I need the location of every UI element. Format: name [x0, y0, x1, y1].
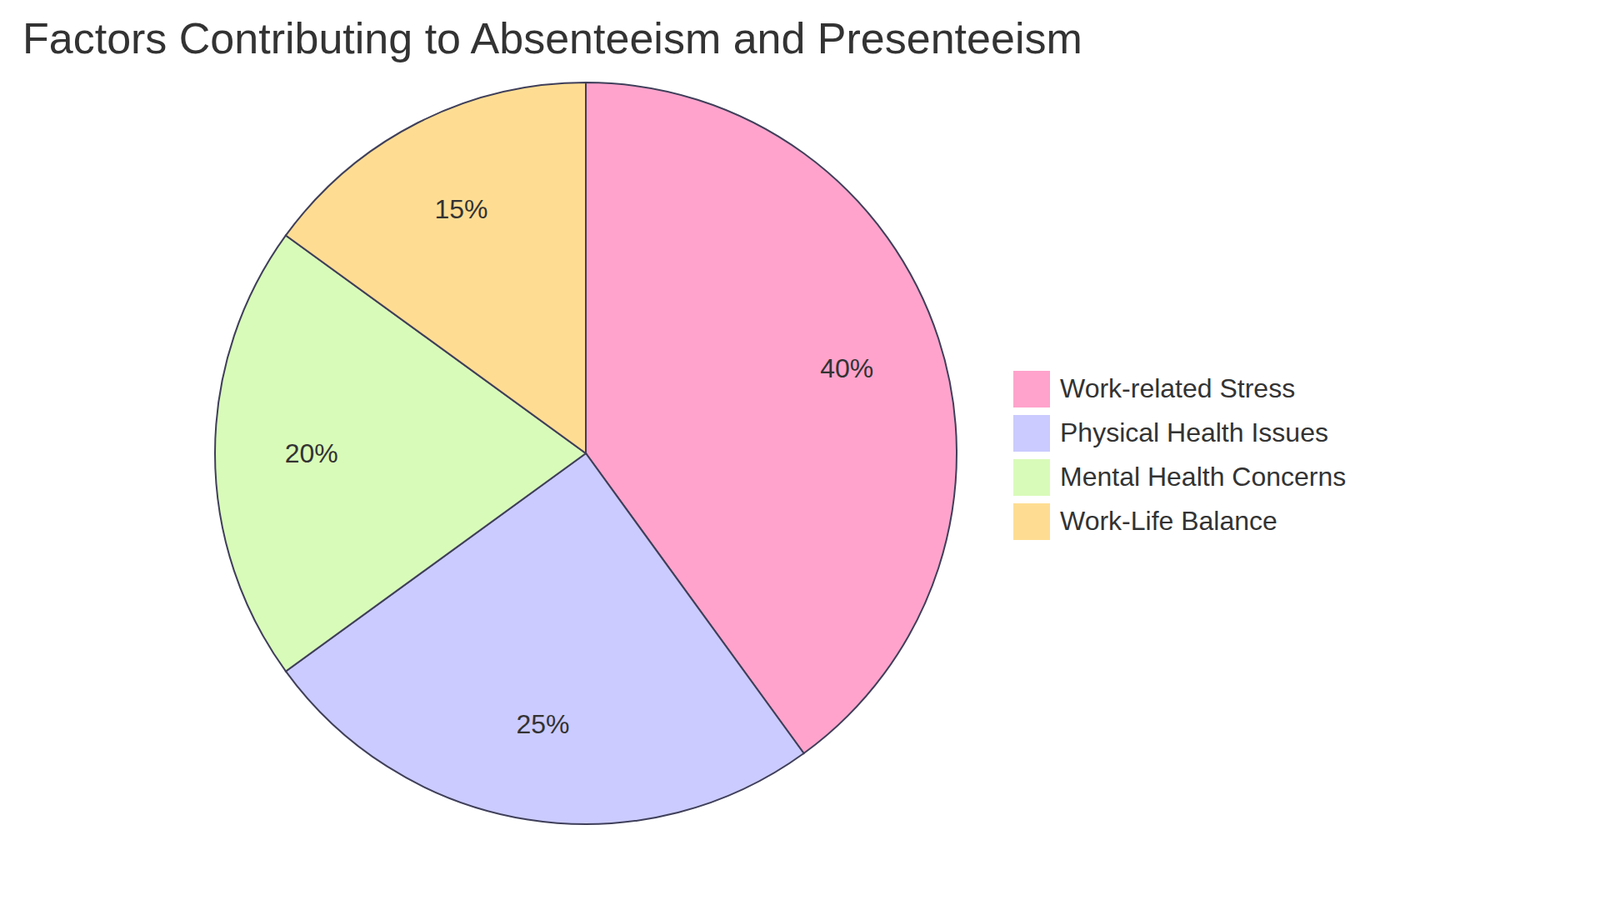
svg-text:40%: 40% — [820, 353, 874, 384]
svg-text:15%: 15% — [434, 194, 488, 225]
html-text:Mental Health Concerns: Mental Health Concerns — [1060, 461, 1347, 492]
svg-text:25%: 25% — [515, 709, 570, 740]
html-text:Work-Life Balance: Work-Life Balance — [1060, 505, 1278, 536]
html-text:Work-related Stress: Work-related Stress — [1060, 373, 1296, 404]
svg-text:20%: 20% — [285, 438, 339, 469]
html-text:Physical Health Issues: Physical Health Issues — [1060, 417, 1329, 448]
html-text:Factors Contributing to Absent: Factors Contributing to Absenteeism and … — [22, 14, 1083, 63]
